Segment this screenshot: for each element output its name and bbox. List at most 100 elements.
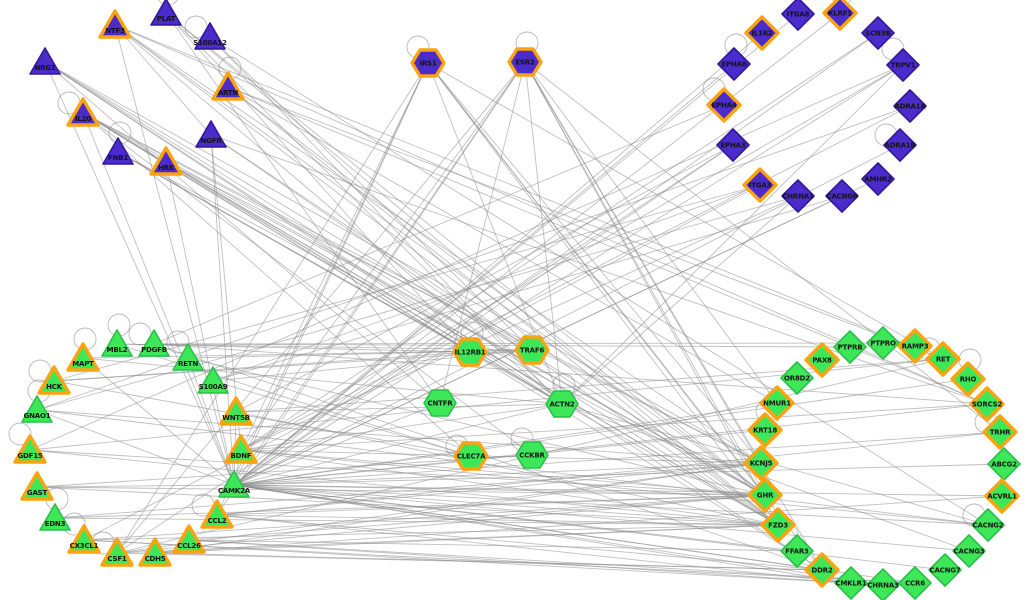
triangle-node-shape-CSF1[interactable] xyxy=(100,537,134,567)
node-KLRF1[interactable]: KLRF1 xyxy=(822,0,858,31)
node-CACNG6[interactable]: CACNG6 xyxy=(825,179,859,213)
node-ADRA1B[interactable]: ADRA1B xyxy=(883,128,917,162)
node-ACVRL1[interactable]: ACVRL1 xyxy=(984,478,1020,514)
diamond-node-shape-AMHR2[interactable] xyxy=(861,162,895,196)
node-NTF3[interactable]: NTF3 xyxy=(98,9,132,39)
node-SORCS2[interactable]: SORCS2 xyxy=(969,386,1005,422)
triangle-node-shape-RETN[interactable] xyxy=(172,343,204,371)
triangle-node-shape-PDGFB[interactable] xyxy=(138,329,170,357)
diamond-node-shape-KCNJ5[interactable] xyxy=(743,445,779,481)
triangle-node-shape-FNB1[interactable] xyxy=(102,137,134,165)
node-CLEC7A[interactable]: CLEC7A xyxy=(453,441,489,471)
node-ESR2[interactable]: ESR2 xyxy=(507,47,543,77)
triangle-node-shape-PLAT[interactable] xyxy=(150,0,182,26)
diamond-node-shape-EPHA8[interactable] xyxy=(717,47,751,81)
triangle-node-shape-WNT5B[interactable] xyxy=(219,396,253,426)
diamond-node-shape-PTPRB[interactable] xyxy=(833,330,867,364)
node-EPHA3[interactable]: EPHA3 xyxy=(716,128,750,162)
diamond-node-shape-PTPRO[interactable] xyxy=(866,326,900,360)
triangle-node-shape-NRG1[interactable] xyxy=(29,47,61,75)
diamond-node-shape-FFAR3[interactable] xyxy=(780,534,814,568)
node-CCKBR[interactable]: CCKBR xyxy=(515,441,549,469)
diamond-node-shape-RHO[interactable] xyxy=(950,361,986,397)
diamond-node-shape-TRHR[interactable] xyxy=(982,414,1018,450)
hexagon-node-shape-ACTN2[interactable] xyxy=(545,390,579,418)
triangle-node-shape-CX3CL1[interactable] xyxy=(67,524,101,554)
diamond-node-shape-FZD3[interactable] xyxy=(760,507,796,543)
diamond-node-shape-OR8D2[interactable] xyxy=(780,361,814,395)
diamond-node-shape-DDR2[interactable] xyxy=(804,552,840,588)
node-ITGA8[interactable]: ITGA8 xyxy=(781,0,815,31)
node-PTPRB[interactable]: PTPRB xyxy=(833,330,867,364)
triangle-node-shape-BDNF[interactable] xyxy=(224,434,258,464)
node-CCR6[interactable]: CCR6 xyxy=(898,566,932,600)
node-RHO[interactable]: RHO xyxy=(950,361,986,397)
node-TRHR[interactable]: TRHR xyxy=(982,414,1018,450)
triangle-node-shape-ARTN[interactable] xyxy=(211,71,245,101)
triangle-node-shape-HCK[interactable] xyxy=(37,365,71,395)
diamond-node-shape-CCR6[interactable] xyxy=(898,566,932,600)
diamond-node-shape-IL1R2[interactable] xyxy=(744,15,780,51)
node-PDGFB[interactable]: PDGFB xyxy=(138,329,170,357)
triangle-node-shape-MAPT[interactable] xyxy=(66,342,100,372)
node-SCN3B[interactable]: SCN3B xyxy=(861,16,895,50)
node-CACNG2[interactable]: CACNG2 xyxy=(971,508,1005,542)
hexagon-node-shape-ESR2[interactable] xyxy=(507,47,543,77)
triangle-node-shape-EDN3[interactable] xyxy=(39,503,71,531)
diamond-node-shape-NMUR1[interactable] xyxy=(759,385,795,421)
node-RET[interactable]: RET xyxy=(925,341,961,377)
triangle-node-shape-MBL2[interactable] xyxy=(101,329,133,357)
diamond-node-shape-TRPV1[interactable] xyxy=(886,48,920,82)
hexagon-node-shape-IRS1[interactable] xyxy=(410,48,446,78)
triangle-node-shape-CDH5[interactable] xyxy=(138,537,172,567)
diamond-node-shape-CHRNA1[interactable] xyxy=(781,179,815,213)
diamond-node-shape-ITGA8[interactable] xyxy=(781,0,815,31)
diamond-node-shape-CACNG3[interactable] xyxy=(952,534,986,568)
diamond-node-shape-GHR[interactable] xyxy=(747,477,783,513)
triangle-node-shape-CCL2[interactable] xyxy=(200,499,234,529)
triangle-node-shape-GAST[interactable] xyxy=(20,471,54,501)
diamond-node-shape-KRT18[interactable] xyxy=(747,412,783,448)
node-NRG1[interactable]: NRG1 xyxy=(29,47,61,75)
diamond-node-shape-CMKLR1[interactable] xyxy=(834,566,868,600)
node-CNTFR[interactable]: CNTFR xyxy=(423,389,457,417)
node-AMHR2[interactable]: AMHR2 xyxy=(861,162,895,196)
node-ACTN2[interactable]: ACTN2 xyxy=(545,390,579,418)
diamond-node-shape-SORCS2[interactable] xyxy=(969,386,1005,422)
node-PAX8[interactable]: PAX8 xyxy=(804,342,840,378)
hexagon-node-shape-CNTFR[interactable] xyxy=(423,389,457,417)
node-PLAT[interactable]: PLAT xyxy=(150,0,182,26)
diamond-node-shape-EPHA4[interactable] xyxy=(706,87,742,123)
diamond-node-shape-RAMP3[interactable] xyxy=(897,328,933,364)
diamond-node-shape-CACNG7[interactable] xyxy=(928,553,962,587)
triangle-node-shape-GNAO1[interactable] xyxy=(21,395,53,423)
diamond-node-shape-CACNG2[interactable] xyxy=(971,508,1005,542)
node-FFAR3[interactable]: FFAR3 xyxy=(780,534,814,568)
node-MAPT[interactable]: MAPT xyxy=(66,342,100,372)
triangle-node-shape-S100A9[interactable] xyxy=(197,366,229,394)
triangle-node-shape-GDF15[interactable] xyxy=(13,434,47,464)
hexagon-node-shape-CCKBR[interactable] xyxy=(515,441,549,469)
node-IRS1[interactable]: IRS1 xyxy=(410,48,446,78)
node-CACNG3[interactable]: CACNG3 xyxy=(952,534,986,568)
node-FNB1[interactable]: FNB1 xyxy=(102,137,134,165)
node-IL12RB1[interactable]: IL12RB1 xyxy=(452,337,488,367)
diamond-node-shape-ACVRL1[interactable] xyxy=(984,478,1020,514)
node-EPHA4[interactable]: EPHA4 xyxy=(706,87,742,123)
node-S100A12[interactable]: S100A12 xyxy=(193,22,227,50)
diamond-node-shape-KLRF1[interactable] xyxy=(822,0,858,31)
hexagon-node-shape-IL12RB1[interactable] xyxy=(452,337,488,367)
diamond-node-shape-RET[interactable] xyxy=(925,341,961,377)
node-TRAF6[interactable]: TRAF6 xyxy=(514,335,550,365)
node-IL20[interactable]: IL20 xyxy=(66,97,100,127)
diamond-node-shape-CHRNA3[interactable] xyxy=(866,568,900,600)
node-MBL2[interactable]: MBL2 xyxy=(101,329,133,357)
diamond-node-shape-ADRA1A[interactable] xyxy=(893,89,927,123)
diamond-node-shape-ITGA3[interactable] xyxy=(742,167,778,203)
diamond-node-shape-ABCG2[interactable] xyxy=(987,447,1021,481)
triangle-node-shape-IL20[interactable] xyxy=(66,97,100,127)
triangle-node-shape-CCL26[interactable] xyxy=(172,524,206,554)
node-CACNG7[interactable]: CACNG7 xyxy=(928,553,962,587)
triangle-node-shape-NTF3[interactable] xyxy=(98,9,132,39)
hexagon-node-shape-TRAF6[interactable] xyxy=(514,335,550,365)
